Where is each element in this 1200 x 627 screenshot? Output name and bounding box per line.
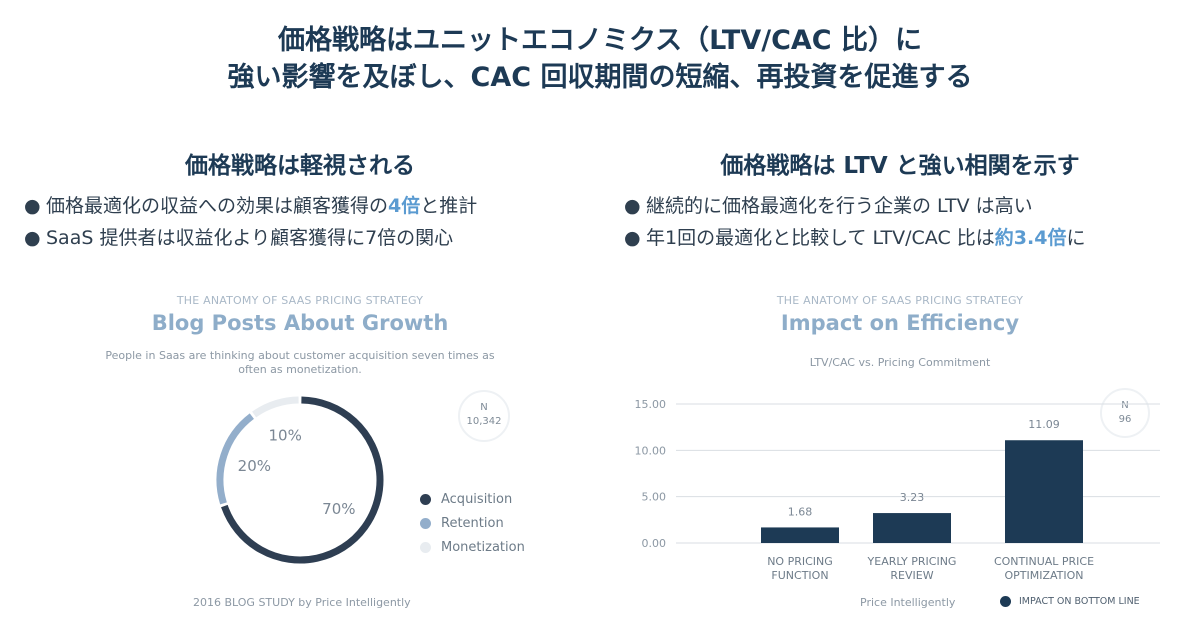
bar-legend: IMPACT ON BOTTOM LINE — [1000, 596, 1140, 607]
y-tick-label: 15.00 — [635, 398, 667, 411]
bar-subtitle: LTV/CAC vs. Pricing Commitment — [809, 356, 991, 369]
bullet-dot: ● — [624, 195, 641, 217]
legend-swatch — [420, 493, 431, 505]
donut-label-retention: 20% — [238, 457, 271, 475]
pie-subtitle-line-1: People in Saas are thinking about custom… — [105, 349, 495, 362]
legend-label: IMPACT ON BOTTOM LINE — [1019, 596, 1140, 607]
pie-n-badge: N 10,342 — [458, 390, 510, 442]
bullet-highlight: 約3.4倍 — [994, 227, 1067, 249]
right-bullet-2: ● 年1回の最適化と比較して LTV/CAC 比は約3.4倍に — [624, 222, 1085, 254]
bullet-highlight: 4倍 — [388, 195, 421, 217]
bullet-text-tail: と推計 — [420, 195, 478, 217]
bar-kicker: THE ANATOMY OF SAAS PRICING STRATEGY — [776, 294, 1024, 307]
left-bullet-2: ● SaaS 提供者は収益化より顧客獲得に7倍の関心 — [24, 222, 477, 254]
donut-slice-retention — [216, 413, 255, 505]
left-heading: 価格戦略は軽視される — [185, 153, 415, 179]
y-tick-label: 0.00 — [642, 537, 667, 550]
pie-subtitle: People in Saas are thinking about custom… — [90, 349, 510, 377]
category-label: YEARLY PRICING — [867, 555, 957, 568]
donut-label-monetization: 10% — [268, 426, 301, 444]
bar-3 — [1005, 440, 1083, 543]
bar-value-label: 1.68 — [788, 505, 813, 518]
n-label: N — [1121, 400, 1129, 411]
donut-label-acquisition: 70% — [322, 500, 355, 518]
right-bullet-1: ● 継続的に価格最適化を行う企業の LTV は高い — [624, 190, 1085, 222]
n-label: N — [480, 402, 488, 413]
bar-chart: 0.00 5.00 10.00 15.00 1.68 NO PRICINGFUNCTION… — [635, 398, 1160, 582]
left-bullet-list: ● 価格最適化の収益への効果は顧客獲得の4倍と推計 ● SaaS 提供者は収益化より… — [24, 190, 477, 254]
donut-chart: 70% 20% 10% — [216, 396, 384, 564]
bullet-dot: ● — [24, 227, 41, 249]
page-headline: 価格戦略はユニットエコノミクス（LTV/CAC 比）に 強い影響を及ぼし、CAC… — [0, 22, 1200, 96]
n-value: 10,342 — [466, 416, 502, 427]
headline-line-1: 価格戦略はユニットエコノミクス（LTV/CAC 比）に — [277, 25, 923, 56]
bar-chart-title: Impact on Efficiency — [780, 311, 1020, 335]
bullet-text: 継続的に価格最適化を行う企業の LTV は高い — [646, 195, 1033, 217]
left-bullet-1: ● 価格最適化の収益への効果は顧客獲得の4倍と推計 — [24, 190, 477, 222]
legend-item-retention: Retention — [420, 511, 525, 535]
category-label: CONTINUAL PRICE — [994, 555, 1094, 568]
pie-legend: Acquisition Retention Monetization — [420, 487, 525, 559]
bullet-text: SaaS 提供者は収益化より顧客獲得に7倍の関心 — [46, 227, 454, 249]
donut-slice-acquisition — [221, 396, 384, 564]
bar-value-label: 11.09 — [1028, 418, 1060, 431]
legend-label: Retention — [441, 515, 504, 531]
pie-footer: 2016 BLOG STUDY by Price Intelligently — [193, 596, 411, 609]
n-value: 96 — [1118, 414, 1132, 425]
y-tick-label: 5.00 — [642, 491, 667, 504]
bar-2 — [873, 513, 951, 543]
bar-n-badge: N 96 — [1100, 388, 1150, 438]
category-label: REVIEW — [890, 569, 933, 582]
legend-swatch — [420, 541, 431, 553]
bullet-text-tail: に — [1066, 227, 1086, 249]
bar-footer-source: Price Intelligently — [860, 596, 956, 609]
bullet-dot: ● — [24, 195, 41, 217]
bullet-dot: ● — [624, 227, 641, 249]
y-tick-label: 10.00 — [635, 444, 667, 457]
pie-kicker: THE ANATOMY OF SAAS PRICING STRATEGY — [176, 294, 424, 307]
donut-slice-monetization — [252, 396, 299, 418]
category-label: OPTIMIZATION — [1004, 569, 1083, 582]
legend-swatch — [1000, 596, 1011, 607]
legend-swatch — [420, 517, 431, 529]
legend-label: Acquisition — [441, 491, 513, 507]
bullet-text: 価格最適化の収益への効果は顧客獲得の — [46, 195, 389, 217]
bullet-text: 年1回の最適化と比較して LTV/CAC 比は — [646, 227, 995, 249]
right-heading: 価格戦略は LTV と強い相関を示す — [720, 153, 1080, 179]
legend-item-monetization: Monetization — [420, 535, 525, 559]
pie-subtitle-line-2: often as monetization. — [238, 363, 362, 376]
bar-1 — [761, 527, 839, 543]
category-label: NO PRICING — [767, 555, 833, 568]
legend-item-acquisition: Acquisition — [420, 487, 525, 511]
bar-value-label: 3.23 — [900, 491, 925, 504]
headline-line-2: 強い影響を及ぼし、CAC 回収期間の短縮、再投資を促進する — [227, 62, 973, 93]
legend-label: Monetization — [441, 539, 525, 555]
right-bullet-list: ● 継続的に価格最適化を行う企業の LTV は高い ● 年1回の最適化と比較して L… — [624, 190, 1085, 254]
category-label: FUNCTION — [771, 569, 828, 582]
pie-chart-title: Blog Posts About Growth — [151, 311, 449, 335]
